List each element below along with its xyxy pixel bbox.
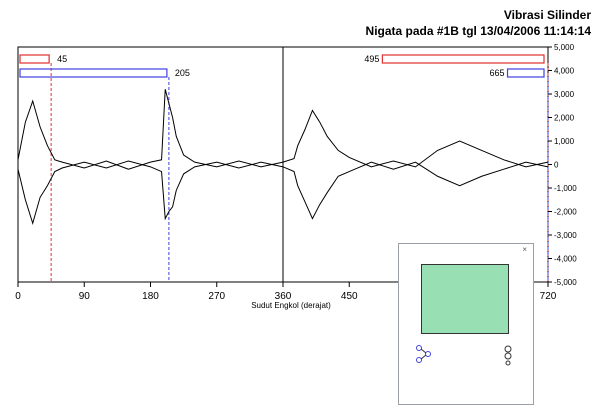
y-tick-label: -3,000 <box>554 231 577 240</box>
y-tick-label: 4,000 <box>554 67 575 76</box>
marker-label: 205 <box>175 68 190 78</box>
chart-title: Vibrasi Silinder <box>503 8 591 22</box>
marker-bar <box>19 54 50 64</box>
x-tick-label: 450 <box>341 291 358 302</box>
close-icon[interactable]: × <box>522 245 527 254</box>
y-tick-label: -5,000 <box>554 278 577 287</box>
x-tick-label: 720 <box>540 291 557 302</box>
y-tick-label: 2,000 <box>554 114 575 123</box>
marker-label: 495 <box>364 54 379 64</box>
marker-bar <box>506 68 545 78</box>
y-tick-label: 5,000 <box>554 43 575 52</box>
y-tick-label: -2,000 <box>554 208 577 217</box>
x-tick-label: 180 <box>142 291 159 302</box>
y-tick-label: 3,000 <box>554 90 575 99</box>
series-line <box>17 160 549 225</box>
marker-bar <box>381 54 545 64</box>
node-link-icon[interactable] <box>415 344 433 366</box>
chart-subtitle: Nigata pada #1B tgl 13/04/2006 11:14:14 <box>365 24 591 38</box>
x-tick-label: 360 <box>275 291 292 302</box>
y-tick-label: 0 <box>554 161 559 170</box>
marker-bar <box>19 68 168 78</box>
x-axis-label: Sudut Engkol (derajat) <box>251 301 331 310</box>
y-tick-label: -4,000 <box>554 255 577 264</box>
x-tick-label: 270 <box>208 291 225 302</box>
stacked-circles-icon[interactable] <box>499 344 517 366</box>
y-tick-label: 1,000 <box>554 137 575 146</box>
marker-label: 45 <box>57 54 67 64</box>
x-tick-label: 0 <box>15 291 21 302</box>
color-swatch[interactable] <box>421 264 509 334</box>
x-tick-label: 90 <box>79 291 91 302</box>
marker-label: 665 <box>490 68 505 78</box>
y-tick-label: -1,000 <box>554 184 577 193</box>
controls-window: × <box>398 243 534 405</box>
